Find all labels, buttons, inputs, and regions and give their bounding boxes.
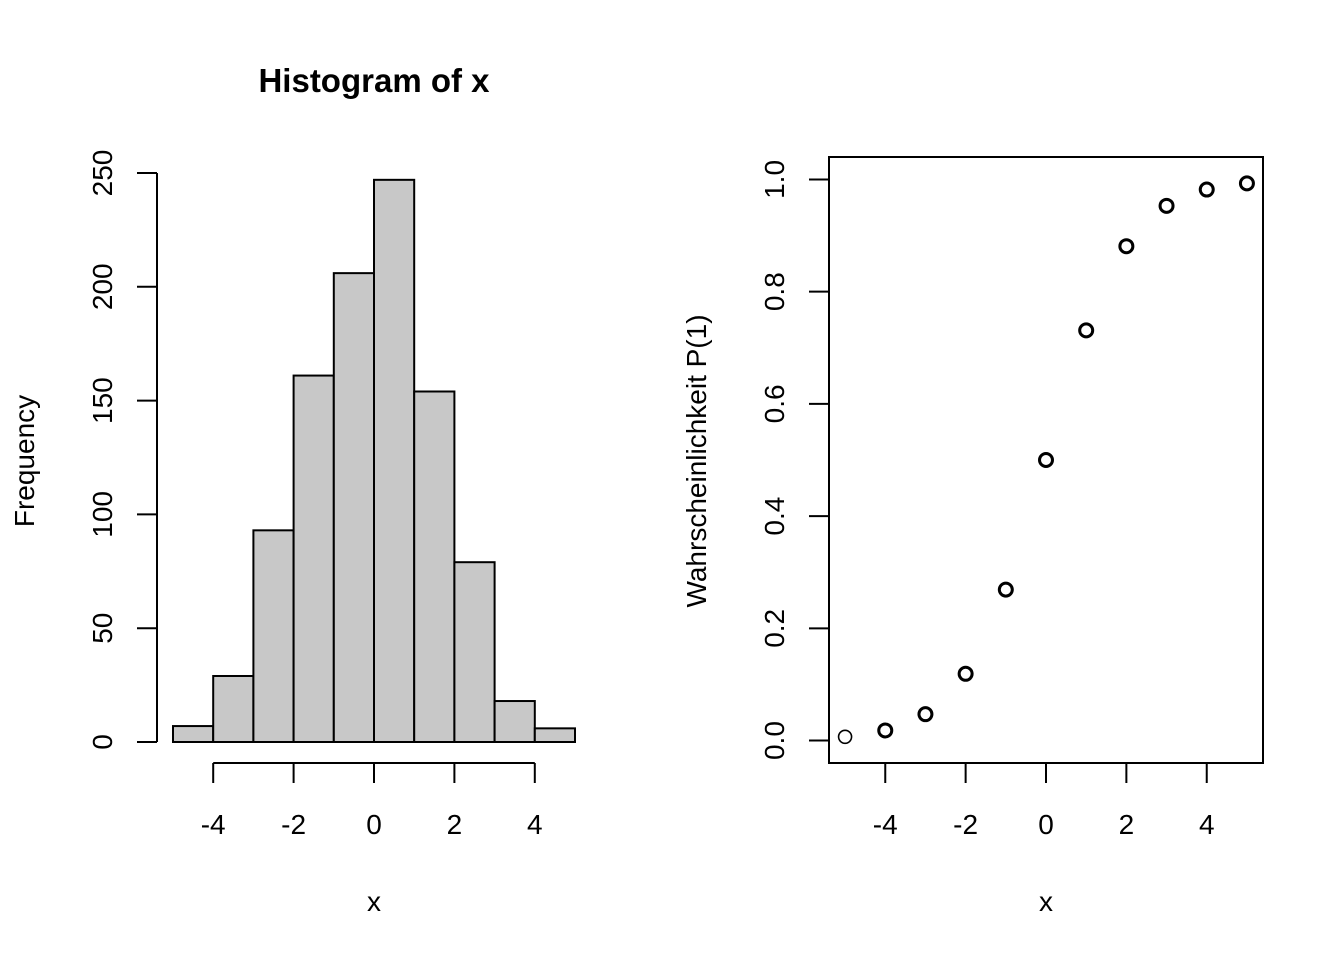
histogram-x-tick-label-0: -4 bbox=[201, 809, 226, 840]
scatter-x-tick-label-4: 4 bbox=[1199, 809, 1215, 840]
scatter-x-tick-label-2: 0 bbox=[1038, 809, 1054, 840]
histogram-y-tick-label-4: 200 bbox=[87, 263, 118, 310]
scatter-x-axis: -4 -2 0 2 4 bbox=[873, 763, 1215, 840]
scatter-points bbox=[837, 175, 1255, 745]
scatter-point-8 bbox=[1158, 197, 1175, 214]
histogram-title: Histogram of x bbox=[258, 62, 490, 99]
histogram-panel: Histogram of x 0 50 100 150 200 250 -4 -2 0 2 4 x… bbox=[9, 62, 576, 917]
scatter-y-tick-label-1: 0.2 bbox=[759, 609, 790, 648]
histogram-bars bbox=[172, 178, 576, 743]
histogram-x-tick-label-3: 2 bbox=[447, 809, 463, 840]
histogram-y-tick-label-5: 250 bbox=[87, 150, 118, 197]
histogram-x-tick-label-2: 0 bbox=[366, 809, 382, 840]
histogram-y-tick-label-2: 100 bbox=[87, 491, 118, 538]
scatter-point-10 bbox=[1238, 175, 1255, 192]
scatter-point-3 bbox=[957, 665, 974, 682]
scatter-x-tick-label-1: -2 bbox=[953, 809, 978, 840]
histogram-bar-7 bbox=[453, 561, 496, 743]
histogram-bar-0 bbox=[172, 725, 215, 743]
scatter-y-tick-label-2: 0.4 bbox=[759, 497, 790, 536]
scatter-point-7 bbox=[1118, 238, 1135, 255]
histogram-bar-8 bbox=[493, 700, 536, 743]
histogram-bar-3 bbox=[292, 374, 335, 743]
scatter-point-9 bbox=[1198, 181, 1215, 198]
scatter-point-0 bbox=[837, 729, 853, 745]
histogram-bar-6 bbox=[413, 390, 456, 743]
histogram-bar-2 bbox=[252, 529, 295, 743]
scatter-panel: 0.0 0.2 0.4 0.6 0.8 1.0 -4 -2 0 2 4 x Wahrscheinl… bbox=[681, 156, 1264, 917]
scatter-x-axis-label: x bbox=[1039, 886, 1053, 917]
scatter-y-axis-label: Wahrscheinlichkeit P(1) bbox=[681, 314, 712, 607]
histogram-y-tick-label-3: 150 bbox=[87, 377, 118, 424]
scatter-x-tick-label-0: -4 bbox=[873, 809, 898, 840]
histogram-bar-5 bbox=[373, 178, 416, 743]
histogram-y-tick-label-0: 0 bbox=[87, 734, 118, 750]
scatter-point-5 bbox=[1038, 452, 1054, 468]
histogram-y-tick-label-1: 50 bbox=[87, 613, 118, 644]
histogram-bar-9 bbox=[533, 727, 576, 743]
scatter-y-tick-label-5: 1.0 bbox=[759, 160, 790, 199]
histogram-x-axis-label: x bbox=[367, 886, 381, 917]
scatter-y-tick-label-4: 0.8 bbox=[759, 272, 790, 311]
scatter-point-1 bbox=[877, 722, 894, 739]
histogram-bar-1 bbox=[212, 674, 255, 743]
scatter-x-tick-label-3: 2 bbox=[1119, 809, 1135, 840]
scatter-y-axis: 0.0 0.2 0.4 0.6 0.8 1.0 bbox=[759, 160, 829, 760]
scatter-y-tick-label-3: 0.6 bbox=[759, 384, 790, 423]
histogram-x-tick-label-1: -2 bbox=[281, 809, 306, 840]
scatter-point-6 bbox=[1078, 322, 1095, 339]
scatter-plot-box bbox=[828, 156, 1264, 764]
scatter-point-2 bbox=[917, 706, 934, 723]
histogram-bar-4 bbox=[332, 272, 375, 743]
histogram-y-axis-label: Frequency bbox=[9, 395, 40, 527]
scatter-point-4 bbox=[997, 581, 1014, 598]
histogram-y-axis: 0 50 100 150 200 250 bbox=[87, 150, 158, 750]
histogram-x-tick-label-4: 4 bbox=[527, 809, 543, 840]
histogram-x-axis: -4 -2 0 2 4 bbox=[201, 762, 543, 840]
scatter-y-tick-label-0: 0.0 bbox=[759, 721, 790, 760]
